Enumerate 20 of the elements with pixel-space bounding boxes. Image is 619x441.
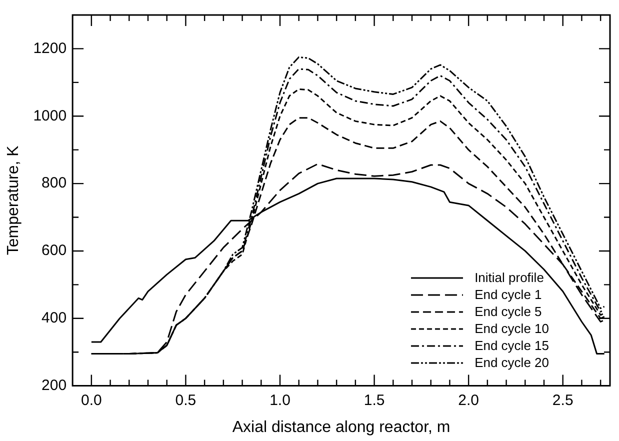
x-tick-label: 0.0 [80,392,102,409]
x-tick-label: 1.5 [364,392,385,409]
y-tick-label: 200 [42,376,67,394]
legend-label: End cycle 5 [474,303,542,320]
y-tick-label: 1000 [33,107,67,124]
x-tick-label: 2.0 [458,392,479,409]
legend-label: End cycle 20 [474,354,549,371]
y-tick-label: 800 [42,174,67,192]
legend-label: Initial profile [474,269,544,286]
y-tick-label: 1200 [33,40,67,57]
legend-label: End cycle 10 [474,320,549,337]
y-tick-label: 400 [42,310,67,327]
legend-label: End cycle 1 [474,286,542,303]
x-axis-title: Axial distance along reactor, m [232,418,450,436]
x-tick-label: 0.5 [175,392,196,409]
legend-label: End cycle 15 [474,337,549,354]
x-tick-label: 1.0 [270,392,290,409]
x-tick-label: 2.5 [552,392,574,409]
y-tick-label: 600 [42,242,67,260]
y-axis-title: Temperature, K [5,145,22,256]
